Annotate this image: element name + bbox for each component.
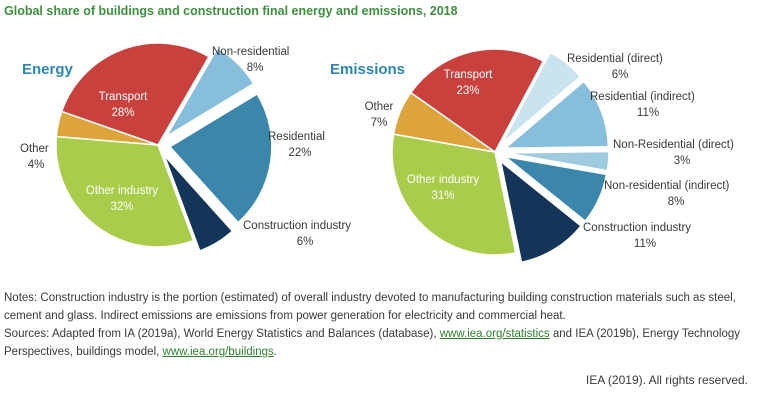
emissions-slice-transport: [409, 48, 545, 154]
sources-end: .: [273, 346, 277, 358]
energy-label-residential: Residential: [268, 131, 325, 143]
emissions-label-other: Other: [365, 101, 394, 113]
sources-mid: and IEA (2019b), Energy Technology Persp…: [4, 328, 740, 358]
emissions-slice-construction-industry: [499, 159, 583, 264]
emissions-label-residential-indirect: Residential (indirect): [590, 91, 695, 103]
notes-text: Notes: Construction industry is the port…: [4, 292, 736, 322]
emissions-value-non-residential-indirect: 8%: [668, 196, 685, 208]
emissions-slice-non-residential-direct: [505, 150, 610, 172]
emissions-label-transport: Transport: [444, 69, 494, 81]
emissions-slice-non-residential-indirect: [504, 155, 608, 223]
energy-value-other: 4%: [28, 159, 45, 171]
statistics-link[interactable]: www.iea.org/statistics: [439, 328, 550, 340]
emissions-pie: [391, 48, 610, 264]
chart-title: Global share of buildings and constructi…: [4, 4, 458, 18]
energy-title: Energy: [22, 61, 74, 78]
emissions-label-non-residential-indirect: Non-residential (indirect): [604, 180, 729, 192]
emissions-label-non-residential-direct: Non-Residential (direct): [613, 139, 734, 151]
energy-label-non-residential: Non-residential: [212, 46, 289, 58]
emissions-label-residential-direct: Residential (direct): [567, 53, 663, 65]
emissions-value-transport: 23%: [456, 85, 479, 97]
buildings-link[interactable]: www.iea.org/buildings: [162, 346, 274, 358]
energy-slice-construction-industry: [163, 154, 234, 252]
sources-prefix: Sources: Adapted from IA (2019a), World …: [4, 328, 440, 340]
energy-value-residential: 22%: [288, 147, 311, 159]
energy-pie: [55, 42, 273, 252]
emissions-value-non-residential-direct: 3%: [674, 155, 691, 167]
energy-slice-residential: [168, 92, 273, 224]
energy-value-other-industry: 32%: [110, 201, 133, 213]
emissions-value-other: 7%: [371, 117, 388, 129]
energy-label-other-industry: Other industry: [86, 185, 158, 197]
energy-value-transport: 28%: [111, 107, 134, 119]
energy-label-transport: Transport: [99, 91, 149, 103]
emissions-slice-residential-direct: [501, 51, 582, 144]
energy-slice-non-residential: [165, 47, 255, 138]
energy-slice-transport: [60, 42, 211, 146]
pie-charts: Energy Non-residential 8% Residential 22% Con…: [20, 42, 734, 264]
energy-slice-other-industry: [55, 135, 195, 248]
emissions-label-other-industry: Other industry: [407, 174, 479, 186]
energy-label-other: Other: [20, 143, 49, 155]
notes: Notes: Construction industry is the port…: [4, 289, 764, 361]
credit: IEA (2019). All rights reserved.: [585, 373, 748, 387]
emissions-value-residential-indirect: 11%: [637, 107, 659, 119]
emissions-slice-other-industry: [391, 133, 517, 256]
emissions-value-other-industry: 31%: [431, 190, 454, 202]
emissions-label-construction-industry: Construction industry: [583, 222, 691, 234]
emissions-value-residential-direct: 6%: [612, 69, 629, 81]
emissions-value-construction-industry: 11%: [634, 238, 656, 250]
energy-label-construction-industry: Construction industry: [243, 220, 351, 232]
energy-value-non-residential: 8%: [247, 62, 264, 74]
emissions-slice-residential-indirect: [503, 80, 610, 149]
emissions-title: Emissions: [330, 61, 405, 78]
energy-value-construction-industry: 6%: [297, 236, 314, 248]
